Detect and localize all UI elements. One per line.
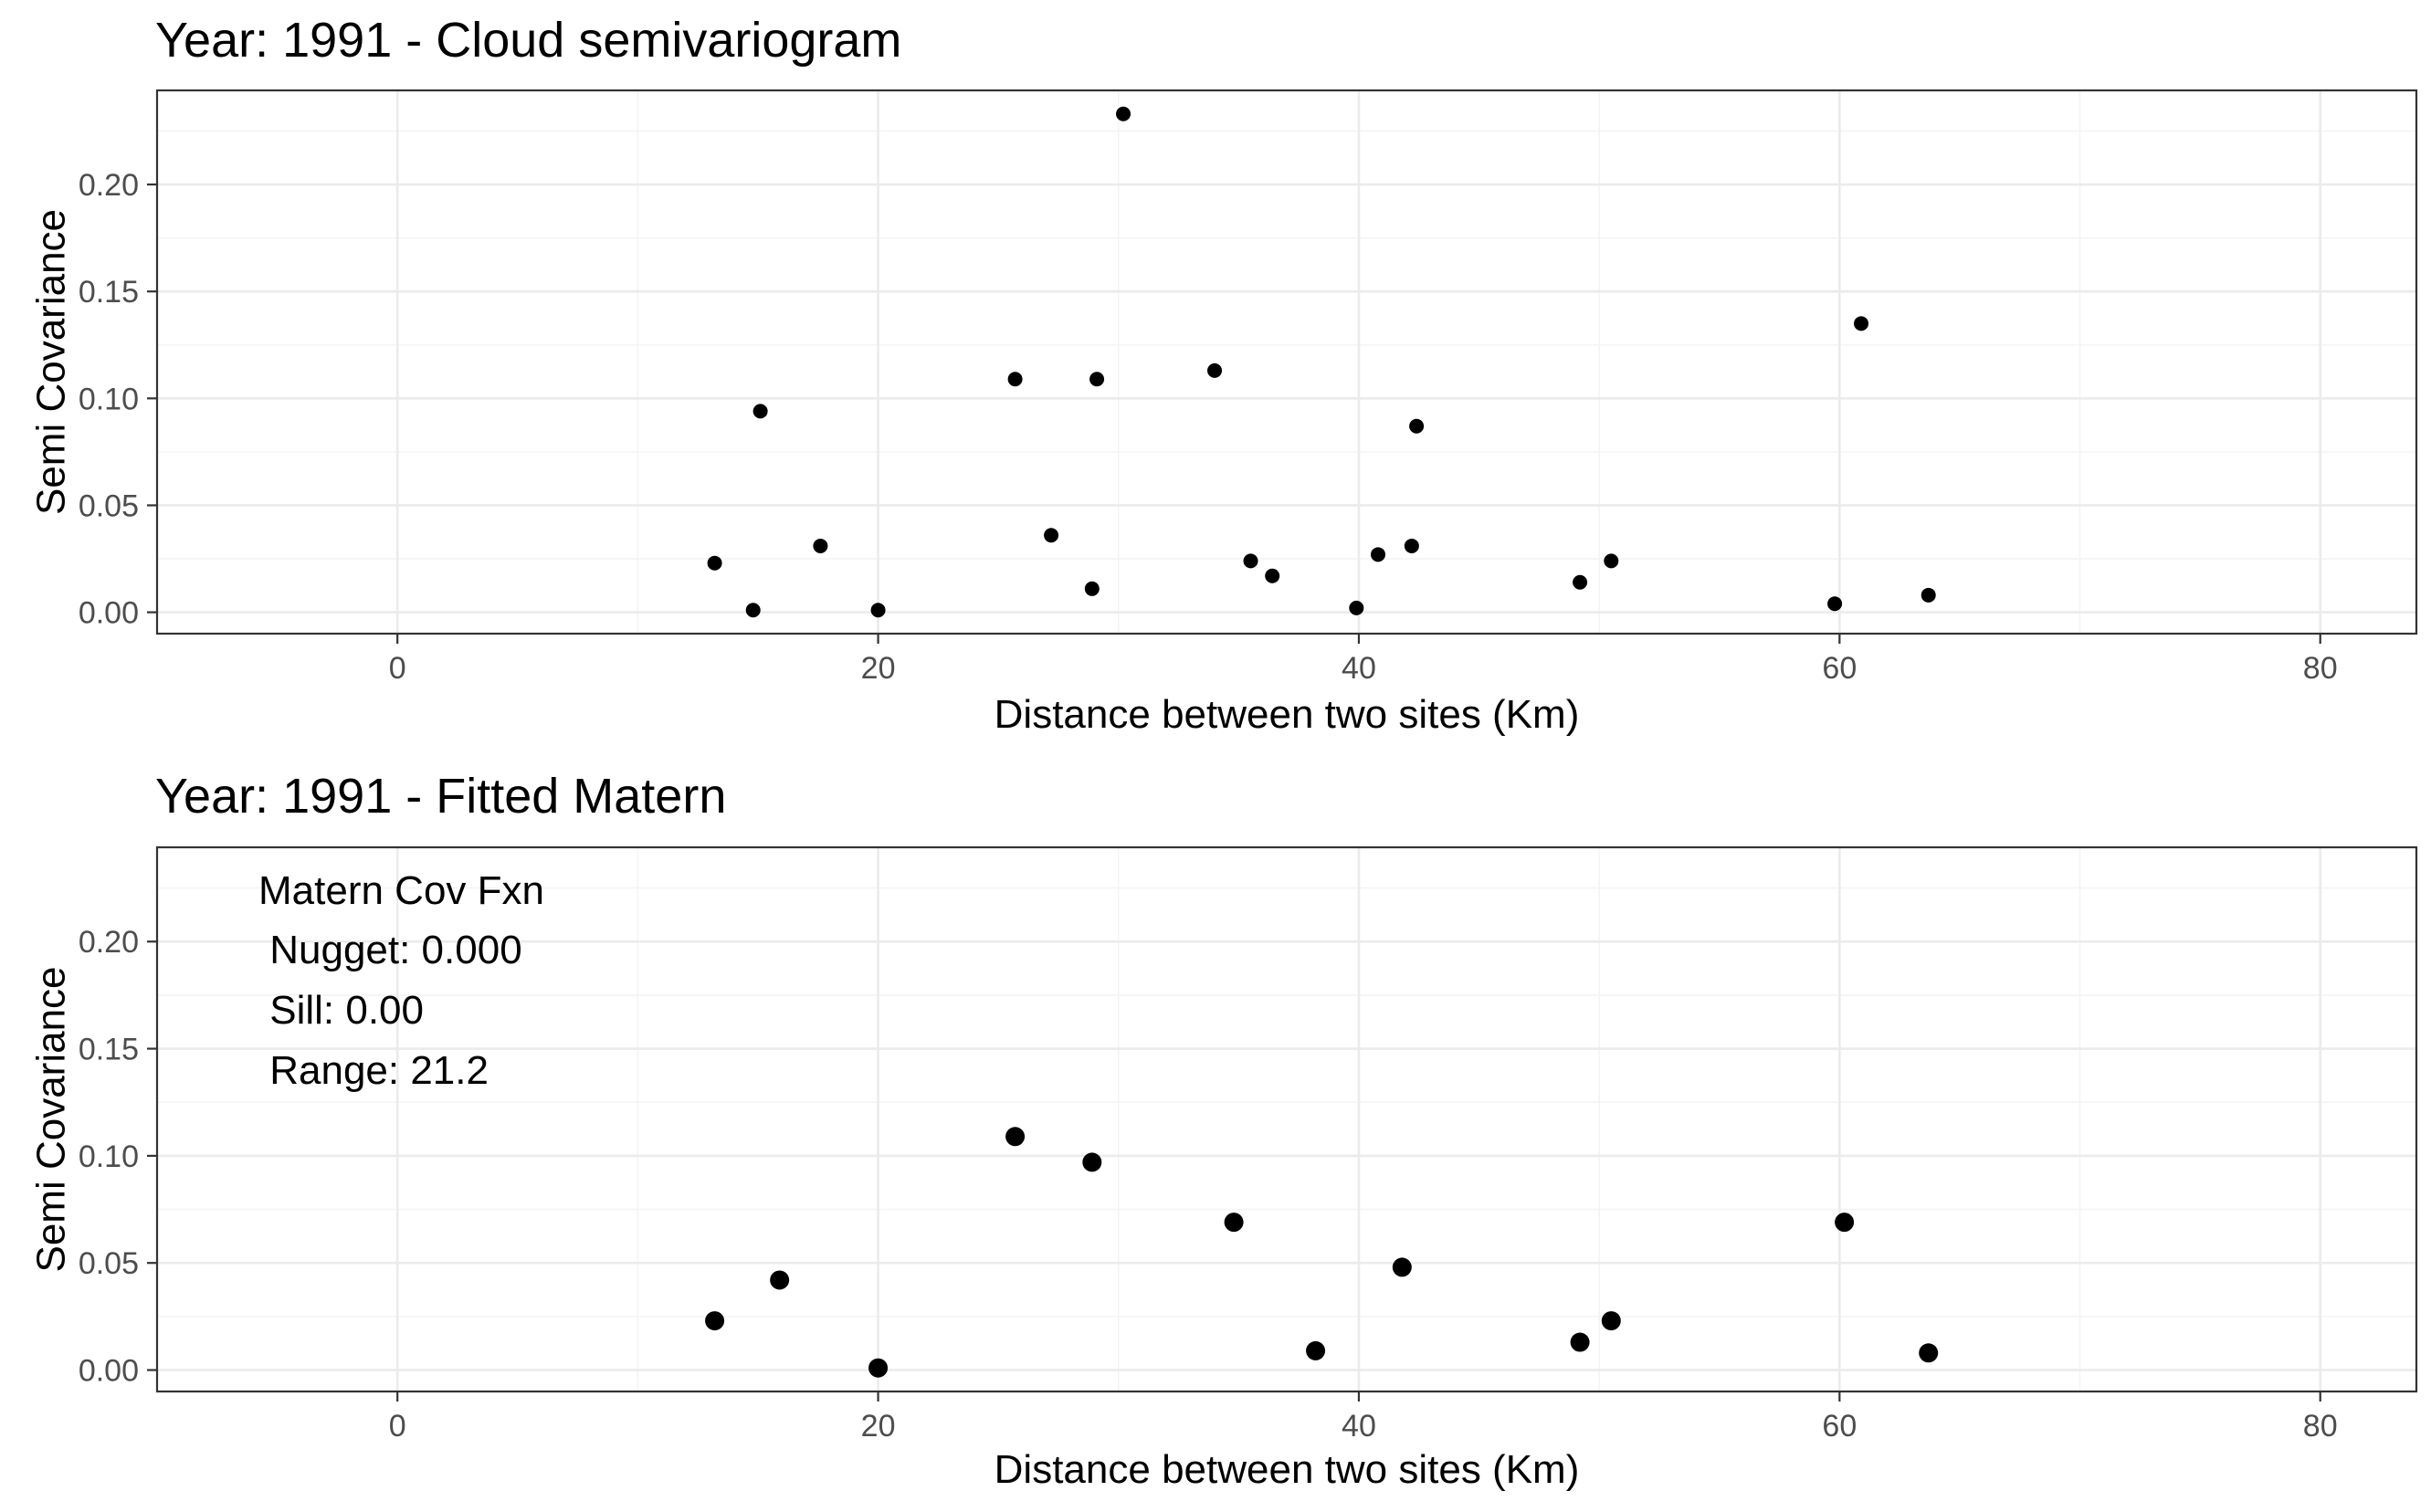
data-point xyxy=(1005,1127,1026,1147)
x-tick-label: 20 xyxy=(861,1409,896,1444)
x-tick-label: 0 xyxy=(389,1409,406,1444)
gridlines xyxy=(156,847,2416,1391)
data-point xyxy=(745,603,761,618)
chart-title: Year: 1991 - Fitted Matern xyxy=(155,769,726,824)
data-points xyxy=(707,106,1936,618)
gridlines xyxy=(156,90,2416,634)
data-point xyxy=(705,1311,725,1331)
y-tick-label: 0.10 xyxy=(79,1139,139,1174)
data-point xyxy=(1919,1343,1939,1363)
data-point xyxy=(1854,316,1869,331)
data-point xyxy=(1404,538,1419,553)
cloud-semivariogram-chart: Year: 1991 - Cloud semivariogram 0 20 40 60… xyxy=(28,13,2418,737)
fitted-matern-chart: Year: 1991 - Fitted Matern 0 20 40 60 80 0.00… xyxy=(28,769,2418,1492)
data-point xyxy=(1604,553,1619,569)
data-point xyxy=(1835,1213,1855,1233)
data-point xyxy=(870,603,886,618)
y-axis-label: Semi Covariance xyxy=(28,966,73,1272)
data-point xyxy=(1116,106,1131,121)
data-points xyxy=(705,1127,1939,1378)
data-point xyxy=(1243,553,1258,569)
data-point xyxy=(1601,1311,1621,1331)
data-point xyxy=(868,1358,889,1378)
data-point xyxy=(1371,547,1386,562)
panel-border xyxy=(155,89,2418,635)
x-tick-label: 40 xyxy=(1342,1409,1376,1444)
x-tick-label: 20 xyxy=(861,651,896,686)
x-axis-label: Distance between two sites (Km) xyxy=(994,692,1580,737)
y-tick-label: 0.00 xyxy=(79,1354,139,1389)
y-tick-label: 0.05 xyxy=(79,488,139,523)
y-axis-label: Semi Covariance xyxy=(28,209,73,515)
y-tick-label: 0.10 xyxy=(79,382,139,416)
data-point xyxy=(1570,1332,1590,1352)
data-point xyxy=(1224,1213,1244,1233)
x-tick-label: 0 xyxy=(389,651,406,686)
annotation-line: Sill: 0.00 xyxy=(258,988,424,1033)
data-point xyxy=(1349,600,1364,615)
data-point xyxy=(1207,362,1223,378)
x-tick-label: 60 xyxy=(1822,1409,1857,1444)
annotation-line: Nugget: 0.000 xyxy=(258,928,522,972)
y-tick-label: 0.20 xyxy=(79,925,139,960)
chart-title: Year: 1991 - Cloud semivariogram xyxy=(155,13,901,68)
data-point xyxy=(1084,581,1100,596)
data-point xyxy=(1573,574,1588,590)
plot-area xyxy=(155,89,2418,635)
annotation-line: Range: 21.2 xyxy=(258,1048,489,1093)
data-point xyxy=(1392,1257,1412,1277)
data-point xyxy=(1082,1152,1102,1172)
x-axis-label: Distance between two sites (Km) xyxy=(994,1447,1580,1492)
x-tick-label: 60 xyxy=(1822,651,1857,686)
data-point xyxy=(1921,587,1936,603)
data-point xyxy=(1044,528,1059,543)
data-point xyxy=(752,404,768,419)
y-tick-label: 0.20 xyxy=(79,168,139,203)
data-point xyxy=(707,555,722,571)
matern-annotation: Matern Cov Fxn Nugget: 0.000 Sill: 0.00 … xyxy=(258,868,544,1093)
annotation-line: Matern Cov Fxn xyxy=(258,868,544,913)
x-tick-label: 80 xyxy=(2303,1409,2338,1444)
data-point xyxy=(813,538,828,553)
data-point xyxy=(1089,372,1105,387)
data-point xyxy=(1306,1340,1326,1360)
data-point xyxy=(1007,372,1023,387)
data-point xyxy=(1265,568,1280,583)
axis-ticks: 0 20 40 60 80 0.00 0.05 0.10 0.15 0.20 xyxy=(79,168,2338,686)
data-point xyxy=(1409,418,1425,434)
data-point xyxy=(1827,596,1843,612)
axis-ticks: 0 20 40 60 80 0.00 0.05 0.10 0.15 0.20 xyxy=(79,925,2338,1444)
y-tick-label: 0.15 xyxy=(79,1033,139,1067)
x-tick-label: 80 xyxy=(2303,651,2338,686)
panel-border xyxy=(155,845,2418,1393)
data-point xyxy=(770,1270,790,1290)
y-tick-label: 0.05 xyxy=(79,1246,139,1281)
y-tick-label: 0.00 xyxy=(79,596,139,631)
plot-area xyxy=(155,845,2418,1393)
y-tick-label: 0.15 xyxy=(79,275,139,310)
x-tick-label: 40 xyxy=(1342,651,1376,686)
